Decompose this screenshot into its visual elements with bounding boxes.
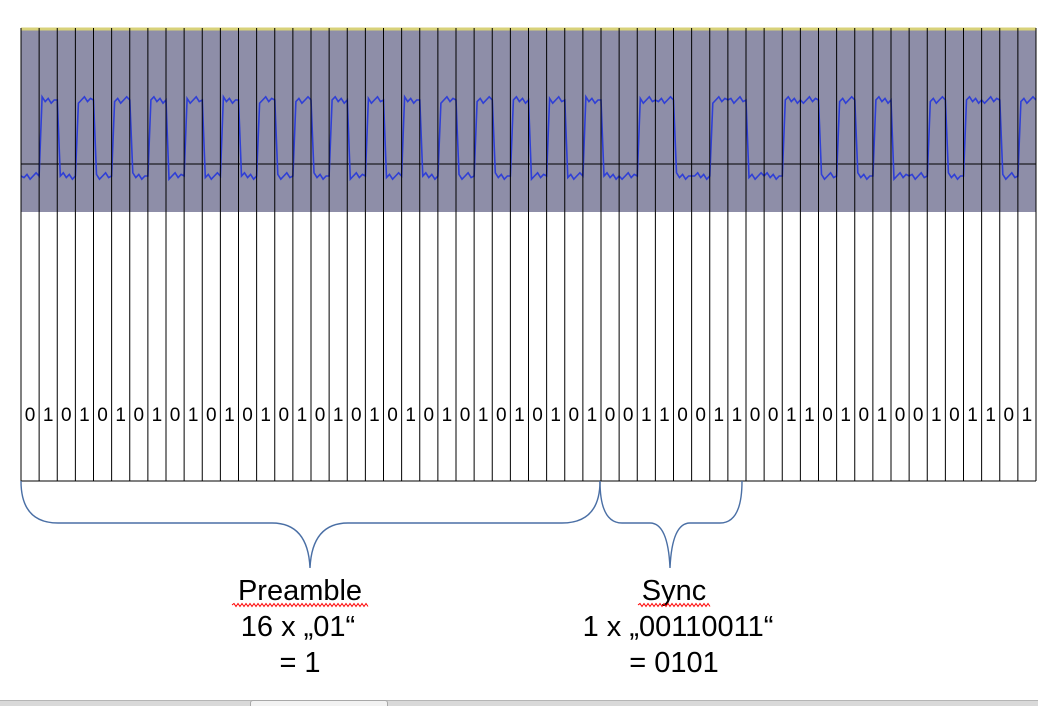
preamble-brace [20, 480, 601, 569]
bit-label: 0 [895, 405, 906, 426]
bit-label: 1 [877, 405, 888, 426]
bit-label: 0 [532, 405, 543, 426]
bit-label: 1 [659, 405, 670, 426]
bit-label: 1 [786, 405, 797, 426]
bit-label: 1 [587, 405, 598, 426]
bit-label: 0 [569, 405, 580, 426]
preamble-count: 16 x „01“ [241, 611, 355, 643]
bit-label: 0 [913, 405, 924, 426]
bit-label: 0 [750, 405, 761, 426]
preamble-result: = 1 [279, 647, 320, 679]
bit-label: 1 [442, 405, 453, 426]
bit-label: 0 [949, 405, 960, 426]
bit-label: 1 [369, 405, 380, 426]
bit-label: 1 [115, 405, 126, 426]
bit-label: 0 [25, 405, 36, 426]
preamble-spell-underline [231, 602, 369, 608]
bit-label: 0 [315, 405, 326, 426]
bit-label: 0 [242, 405, 253, 426]
bit-label: 0 [768, 405, 779, 426]
bit-label: 0 [206, 405, 217, 426]
bit-label: 0 [677, 405, 688, 426]
bit-label: 1 [840, 405, 851, 426]
preamble-title: Preamble [238, 575, 362, 607]
bit-label: 0 [424, 405, 435, 426]
sync-spell-underline [637, 602, 711, 608]
bit-label: 1 [260, 405, 271, 426]
bit-label: 0 [61, 405, 72, 426]
bit-label: 1 [550, 405, 561, 426]
bit-label: 1 [152, 405, 163, 426]
bit-label: 0 [387, 405, 398, 426]
bit-label: 1 [405, 405, 416, 426]
bit-label: 1 [714, 405, 725, 426]
bit-grid [20, 28, 1037, 482]
bit-label: 0 [279, 405, 290, 426]
bit-label: 1 [478, 405, 489, 426]
bit-label: 0 [695, 405, 706, 426]
bit-label: 1 [43, 405, 54, 426]
sync-result: = 0101 [629, 647, 719, 679]
bit-label: 1 [514, 405, 525, 426]
bit-label: 0 [623, 405, 634, 426]
bit-label: 1 [931, 405, 942, 426]
bit-label: 1 [297, 405, 308, 426]
sync-title: Sync [642, 575, 706, 607]
bit-label: 0 [460, 405, 471, 426]
bit-label: 1 [79, 405, 90, 426]
bit-label: 0 [605, 405, 616, 426]
bit-label: 0 [496, 405, 507, 426]
bit-label: 1 [1022, 405, 1033, 426]
bit-label: 1 [224, 405, 235, 426]
sync-count: 1 x „00110011“ [583, 611, 774, 643]
sync-brace [599, 480, 743, 569]
bit-label: 0 [170, 405, 181, 426]
bottom-tab[interactable] [250, 700, 388, 706]
bit-label: 1 [188, 405, 199, 426]
bit-label: 1 [804, 405, 815, 426]
bit-label: 0 [97, 405, 108, 426]
bit-label: 0 [134, 405, 145, 426]
bit-label: 1 [732, 405, 743, 426]
bit-label: 1 [641, 405, 652, 426]
bottom-scroll-bar [0, 700, 1038, 706]
bit-label: 1 [967, 405, 978, 426]
bit-label: 0 [1004, 405, 1015, 426]
bit-label: 0 [351, 405, 362, 426]
bit-label: 1 [985, 405, 996, 426]
bit-label: 0 [822, 405, 833, 426]
bit-label: 1 [333, 405, 344, 426]
bit-label: 0 [859, 405, 870, 426]
